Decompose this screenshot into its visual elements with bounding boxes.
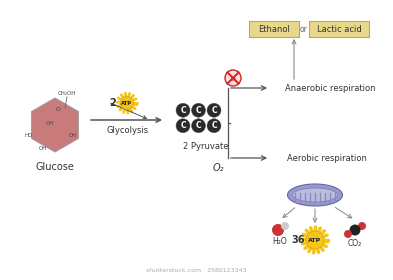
Text: O: O [55, 106, 61, 111]
Circle shape [121, 97, 134, 109]
Text: H₂O: H₂O [273, 237, 287, 246]
Text: 2: 2 [110, 98, 116, 108]
Circle shape [272, 224, 284, 236]
Ellipse shape [288, 184, 343, 206]
Text: OH: OH [46, 120, 54, 125]
Circle shape [176, 103, 190, 117]
Text: 36: 36 [291, 235, 305, 245]
Circle shape [358, 222, 366, 230]
Text: C: C [196, 121, 201, 130]
Text: CO₂: CO₂ [348, 239, 362, 248]
Circle shape [191, 119, 206, 133]
Text: Lactic acid: Lactic acid [317, 25, 362, 34]
Text: OH: OH [39, 146, 47, 151]
Text: O₂: O₂ [230, 77, 237, 82]
Text: C: C [196, 106, 201, 115]
Polygon shape [31, 98, 78, 152]
Text: ATP: ATP [309, 237, 321, 242]
Circle shape [191, 103, 206, 117]
Text: C: C [211, 121, 217, 130]
Circle shape [176, 119, 190, 133]
Text: CH₂OH: CH₂OH [58, 90, 76, 95]
Circle shape [344, 230, 352, 238]
Text: C: C [180, 106, 186, 115]
Text: or: or [300, 25, 308, 34]
FancyBboxPatch shape [249, 21, 299, 37]
Text: C: C [180, 121, 186, 130]
Text: ATP: ATP [121, 101, 132, 106]
Text: C: C [211, 106, 217, 115]
Text: OH: OH [69, 132, 77, 137]
Ellipse shape [292, 188, 338, 202]
Circle shape [225, 70, 241, 86]
Circle shape [349, 225, 360, 235]
Text: 2 Pyruvate: 2 Pyruvate [183, 141, 228, 151]
Text: shutterstock.com · 2580123343: shutterstock.com · 2580123343 [146, 269, 246, 274]
FancyBboxPatch shape [309, 21, 369, 37]
Circle shape [306, 231, 324, 249]
Text: O₂: O₂ [212, 163, 224, 173]
Text: Ethanol: Ethanol [258, 25, 290, 34]
Text: Aerobic respiration: Aerobic respiration [287, 153, 367, 162]
Circle shape [207, 119, 221, 133]
Text: Anaerobic respiration: Anaerobic respiration [285, 83, 375, 92]
Text: HO: HO [25, 132, 33, 137]
Text: Glucose: Glucose [35, 162, 74, 172]
Circle shape [207, 103, 221, 117]
Text: Glycolysis: Glycolysis [107, 125, 149, 134]
Circle shape [281, 222, 289, 230]
